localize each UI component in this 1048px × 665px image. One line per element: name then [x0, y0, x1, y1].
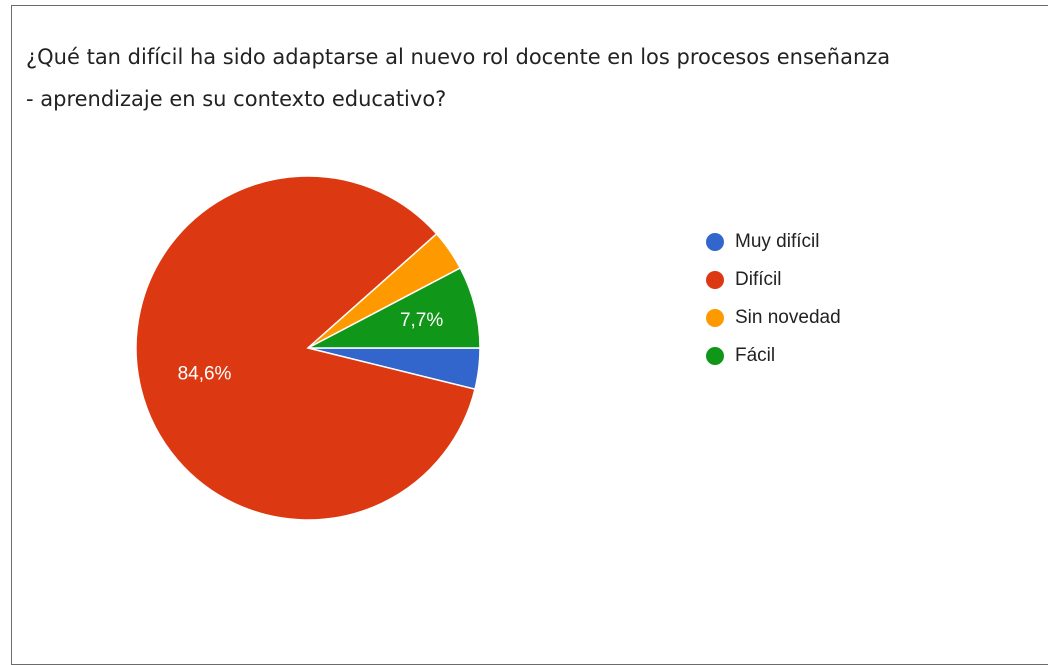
- pie-chart: 84,6% 7,7%: [135, 175, 481, 521]
- data-label-facil: 7,7%: [400, 310, 443, 331]
- legend-label-sin-novedad: Sin novedad: [735, 307, 841, 328]
- legend-item-sin-novedad[interactable]: Sin novedad: [706, 304, 841, 332]
- legend-swatch-sin-novedad: [706, 309, 724, 327]
- chart-legend: Muy difícil Difícil Sin novedad Fácil: [706, 228, 841, 380]
- legend-label-facil: Fácil: [735, 345, 776, 366]
- data-label-dificil: 84,6%: [178, 364, 232, 385]
- legend-label-dificil: Difícil: [735, 269, 782, 290]
- legend-item-facil[interactable]: Fácil: [706, 342, 841, 370]
- legend-item-dificil[interactable]: Difícil: [706, 266, 841, 294]
- legend-swatch-dificil: [706, 271, 724, 289]
- pie-slice-facil[interactable]: [307, 266, 481, 349]
- chart-title-line-2: - aprendizaje en su contexto educativo?: [26, 87, 447, 111]
- legend-item-muy-dificil[interactable]: Muy difícil: [706, 228, 841, 256]
- pie-slice-dificil[interactable]: [135, 175, 476, 521]
- legend-swatch-muy-dificil: [706, 233, 724, 251]
- legend-label-muy-dificil: Muy difícil: [735, 231, 820, 252]
- chart-title: ¿Qué tan difícil ha sido adaptarse al nu…: [26, 36, 1048, 120]
- legend-swatch-facil: [706, 347, 724, 365]
- chart-title-line-1: ¿Qué tan difícil ha sido adaptarse al nu…: [26, 45, 891, 69]
